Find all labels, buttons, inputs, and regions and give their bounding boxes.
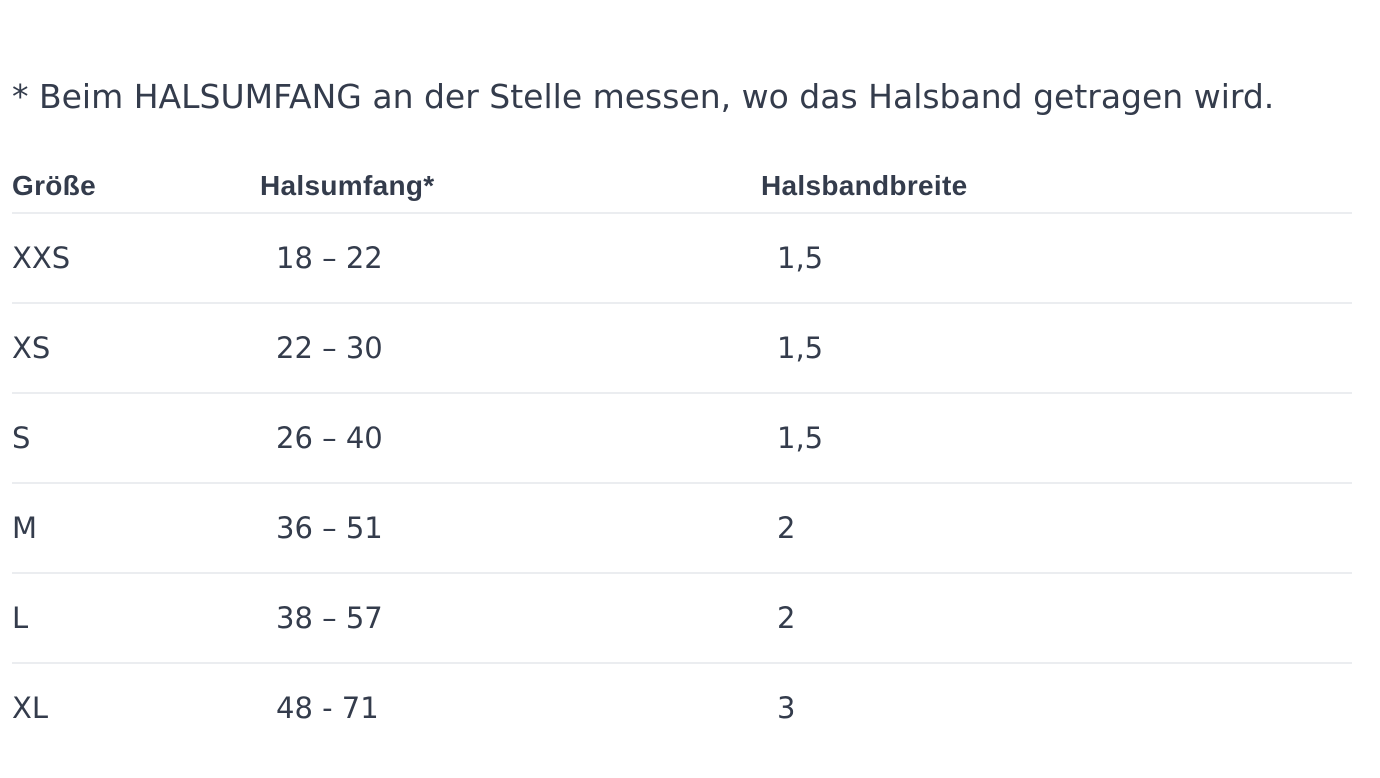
cell-size: S — [12, 393, 260, 484]
table-header-row: Größe Halsumfang* Halsbandbreite — [12, 160, 1352, 214]
cell-size: XXS — [12, 213, 260, 304]
table-row: XXS 18 – 22 1,5 — [12, 213, 1352, 304]
cell-width: 1,5 — [761, 393, 1352, 484]
measurement-note: * Beim HALSUMFANG an der Stelle messen, … — [12, 77, 1275, 116]
header-collar-width: Halsbandbreite — [761, 160, 1352, 214]
table-row: S 26 – 40 1,5 — [12, 393, 1352, 484]
cell-width: 1,5 — [761, 303, 1352, 394]
cell-neck: 26 – 40 — [260, 393, 761, 484]
cell-neck: 38 – 57 — [260, 573, 761, 664]
header-size: Größe — [12, 160, 260, 214]
cell-size: L — [12, 573, 260, 664]
cell-width: 1,5 — [761, 213, 1352, 304]
cell-neck: 36 – 51 — [260, 483, 761, 574]
table-row: XL 48 - 71 3 — [12, 663, 1352, 752]
cell-size: XS — [12, 303, 260, 394]
header-neck-circumference: Halsumfang* — [260, 160, 761, 214]
cell-size: XL — [12, 691, 49, 725]
cell-neck: 48 - 71 — [276, 691, 379, 725]
table-row: L 38 – 57 2 — [12, 573, 1352, 664]
cell-neck: 22 – 30 — [260, 303, 761, 394]
size-table: Größe Halsumfang* Halsbandbreite XXS 18 … — [12, 160, 1352, 752]
cell-neck: 18 – 22 — [260, 213, 761, 304]
cell-width: 2 — [761, 483, 1352, 574]
table-row: M 36 – 51 2 — [12, 483, 1352, 574]
cell-width: 3 — [777, 691, 796, 725]
cell-size: M — [12, 483, 260, 574]
cell-width: 2 — [761, 573, 1352, 664]
table-row: XS 22 – 30 1,5 — [12, 303, 1352, 394]
